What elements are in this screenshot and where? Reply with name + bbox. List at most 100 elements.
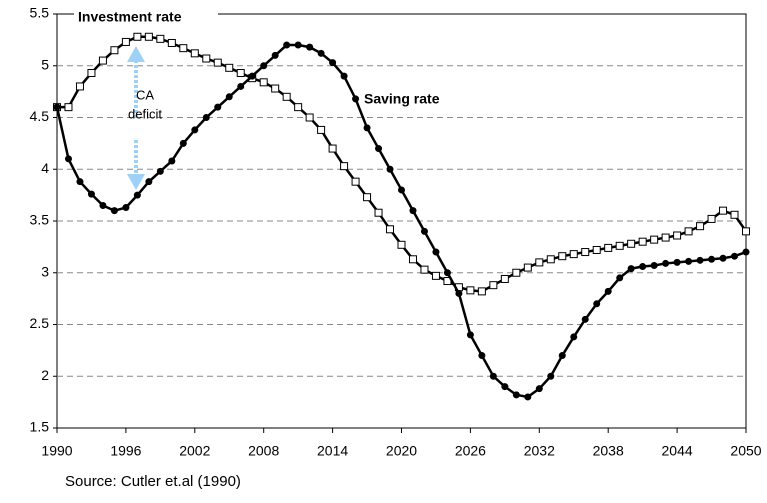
marker xyxy=(271,84,280,93)
marker xyxy=(156,34,165,43)
marker xyxy=(386,165,394,173)
marker xyxy=(340,162,349,171)
marker xyxy=(156,167,164,175)
marker xyxy=(236,68,245,77)
marker xyxy=(168,157,176,165)
marker xyxy=(719,206,728,215)
marker xyxy=(305,113,314,122)
marker xyxy=(282,92,291,101)
marker xyxy=(523,263,532,272)
marker xyxy=(638,237,647,246)
marker xyxy=(237,82,245,90)
marker xyxy=(661,233,670,242)
marker xyxy=(650,235,659,244)
y-tick-label: 1.5 xyxy=(30,419,50,435)
marker xyxy=(489,281,498,290)
arrow-up-head xyxy=(127,46,145,62)
marker xyxy=(443,269,451,277)
marker xyxy=(144,32,153,41)
x-tick-label: 2050 xyxy=(730,443,761,459)
marker xyxy=(742,227,750,236)
marker xyxy=(87,190,95,198)
marker xyxy=(431,271,440,280)
source: Source: Cutler et.al (1990) xyxy=(65,473,241,490)
marker xyxy=(167,38,176,47)
marker xyxy=(615,241,624,250)
marker xyxy=(593,300,601,308)
y-tick-label: 5 xyxy=(41,56,49,72)
marker xyxy=(294,103,303,112)
x-tick-label: 1990 xyxy=(41,443,72,459)
marker xyxy=(190,49,199,58)
marker xyxy=(535,385,543,393)
marker xyxy=(581,248,590,257)
marker xyxy=(684,227,693,236)
marker xyxy=(730,210,739,219)
marker xyxy=(87,68,96,77)
series-label: Saving rate xyxy=(364,91,440,107)
series-line xyxy=(57,35,748,293)
marker xyxy=(271,51,279,59)
marker xyxy=(477,287,486,296)
marker xyxy=(398,186,405,194)
marker xyxy=(351,177,360,186)
marker xyxy=(53,103,61,111)
marker xyxy=(707,214,716,223)
marker xyxy=(409,207,417,215)
marker xyxy=(75,82,84,91)
ca-arrows xyxy=(127,46,145,190)
marker xyxy=(76,178,84,186)
marker xyxy=(432,248,440,256)
marker xyxy=(386,225,395,234)
marker xyxy=(145,178,153,186)
y-tick-label: 5.5 xyxy=(30,5,50,21)
marker xyxy=(673,231,682,240)
marker xyxy=(489,372,497,380)
marker xyxy=(179,139,187,147)
x-tick-label: 2026 xyxy=(455,443,486,459)
x-tick-label: 2020 xyxy=(386,443,417,459)
marker xyxy=(191,126,199,134)
y-tick-label: 4.5 xyxy=(30,108,50,124)
marker xyxy=(719,254,727,262)
marker xyxy=(408,255,417,264)
marker xyxy=(731,252,739,260)
y-tick-label: 3 xyxy=(41,263,49,279)
marker xyxy=(604,243,613,252)
marker xyxy=(213,58,222,67)
marker xyxy=(558,252,567,261)
marker xyxy=(581,315,589,323)
marker xyxy=(294,41,302,49)
marker xyxy=(283,41,291,49)
marker xyxy=(317,125,326,134)
marker xyxy=(512,268,521,277)
y-tick-label: 2.5 xyxy=(30,315,50,331)
y-tick-label: 3.5 xyxy=(30,212,50,228)
marker xyxy=(98,56,107,65)
marker xyxy=(570,333,578,341)
y-tick-label: 4 xyxy=(41,160,49,176)
marker xyxy=(122,204,130,212)
marker xyxy=(133,191,141,199)
marker xyxy=(696,256,704,264)
marker xyxy=(673,258,681,266)
lines xyxy=(53,32,750,401)
marker xyxy=(375,145,383,153)
marker xyxy=(466,286,475,295)
marker xyxy=(592,245,601,254)
x-tick-label: 1996 xyxy=(110,443,141,459)
marker xyxy=(627,265,635,273)
marker xyxy=(363,124,371,132)
marker xyxy=(248,72,256,80)
marker xyxy=(662,259,670,267)
marker xyxy=(627,239,636,248)
x-tick-label: 2008 xyxy=(248,443,279,459)
x-tick-label: 2002 xyxy=(179,443,210,459)
marker xyxy=(604,287,612,295)
series-label: Investment rate xyxy=(78,9,182,25)
marker xyxy=(317,49,325,57)
annotation: CA xyxy=(136,87,154,102)
marker xyxy=(478,352,486,360)
marker xyxy=(397,240,406,249)
